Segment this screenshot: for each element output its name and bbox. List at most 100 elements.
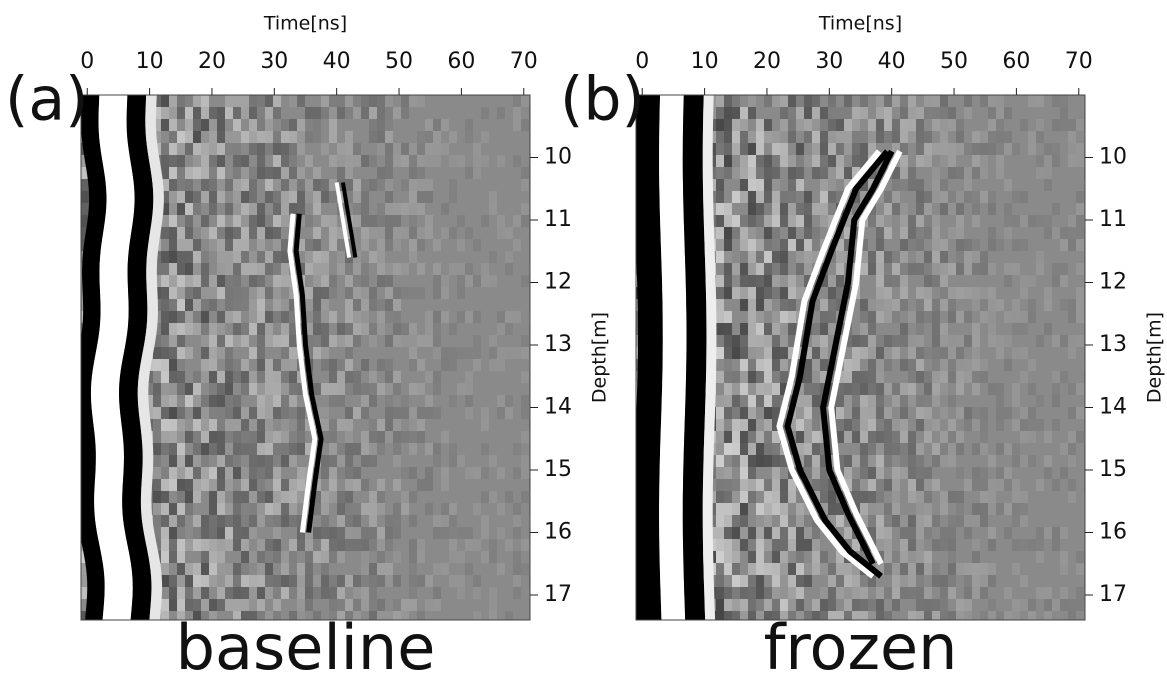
radar-cell [473,155,481,167]
radar-cell [265,311,273,323]
radar-cell [956,143,964,155]
radar-cell [353,107,361,119]
radar-cell [209,443,217,455]
radar-cell [724,551,732,563]
radar-cell [217,107,225,119]
radar-cell [796,275,804,287]
radar-cell [273,443,281,455]
radar-cell [489,359,497,371]
radar-cell [956,443,964,455]
radar-cell [161,107,169,119]
radar-cell [948,563,956,575]
radar-cell [852,335,860,347]
radar-cell [876,191,884,203]
radar-cell [788,491,796,503]
radar-cell [980,419,988,431]
radar-cell [868,251,876,263]
radar-cell [1076,431,1084,443]
radar-cell [972,419,980,431]
radar-cell [249,227,257,239]
radar-cell [740,167,748,179]
radar-cell [772,287,780,299]
radar-cell [177,479,185,491]
radar-cell [756,179,764,191]
radar-cell [900,239,908,251]
radar-cell [764,155,772,167]
radar-cell [401,503,409,515]
radar-cell [185,599,193,611]
radar-cell [273,335,281,347]
radar-cell [433,455,441,467]
radar-cell [860,335,868,347]
radar-cell [449,443,457,455]
radar-cell [1012,383,1020,395]
radar-cell [916,479,924,491]
radar-cell [980,287,988,299]
radar-cell [836,563,844,575]
radar-cell [932,179,940,191]
radar-cell [153,107,161,119]
radar-cell [780,611,788,620]
radar-cell [377,311,385,323]
radar-cell [169,239,177,251]
radar-cell [329,191,337,203]
radar-cell [201,359,209,371]
radar-cell [449,395,457,407]
radar-cell [217,323,225,335]
radar-cell [489,587,497,599]
radar-cell [732,575,740,587]
radar-cell [732,143,740,155]
radar-cell [409,491,417,503]
radar-cell [321,515,329,527]
radar-cell [169,263,177,275]
radar-cell [305,155,313,167]
radar-cell [521,467,529,479]
radar-cell [876,119,884,131]
radar-cell [788,95,796,107]
radar-cell [988,575,996,587]
radar-cell [980,467,988,479]
radar-cell [972,167,980,179]
radar-cell [329,155,337,167]
radar-cell [185,323,193,335]
radar-cell [884,215,892,227]
radar-cell [940,251,948,263]
radar-cell [780,383,788,395]
radar-cell [497,107,505,119]
radar-cell [876,251,884,263]
radar-cell [185,143,193,155]
radar-cell [193,479,201,491]
radar-cell [1044,155,1052,167]
radar-cell [209,155,217,167]
radar-cell [265,551,273,563]
radar-cell [956,371,964,383]
radar-cell [433,155,441,167]
radar-cell [884,263,892,275]
radar-cell [956,167,964,179]
radar-cell [1068,131,1076,143]
radar-cell [209,503,217,515]
radar-cell [980,407,988,419]
radar-cell [209,431,217,443]
radar-cell [377,323,385,335]
radar-cell [1036,215,1044,227]
radar-cell [948,491,956,503]
radar-cell [772,95,780,107]
radar-cell [209,599,217,611]
radar-cell [409,191,417,203]
radar-cell [393,215,401,227]
radar-cell [748,455,756,467]
radar-cell [748,167,756,179]
radar-cell [940,203,948,215]
radar-cell [980,515,988,527]
radar-cell [764,383,772,395]
radar-cell [772,539,780,551]
radar-cell [740,299,748,311]
radar-cell [201,335,209,347]
radar-cell [513,587,521,599]
x-axis-label: Time[ns] [263,13,347,35]
radar-cell [297,419,305,431]
radar-cell [772,215,780,227]
radar-cell [732,455,740,467]
radar-cell [1004,275,1012,287]
